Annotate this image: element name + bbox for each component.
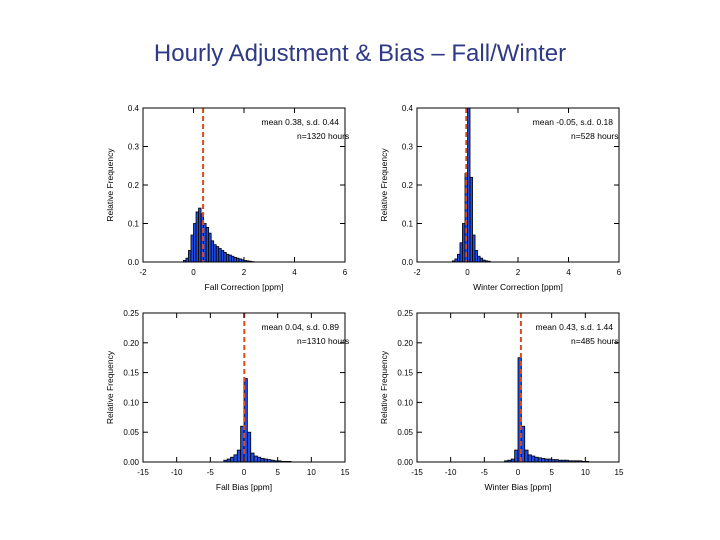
- x-axis-label: Winter Bias [ppm]: [484, 482, 551, 492]
- stats-annotation: mean -0.05, s.d. 0.18: [533, 117, 614, 127]
- chart-fall-correction: -2 0 2 4 6 0.0 0.1 0.2 0.3 0.4 Fall Correction [pp…: [105, 104, 349, 292]
- y-tick-label: 0.15: [123, 369, 139, 378]
- x-axis-label: Fall Correction [ppm]: [205, 282, 284, 292]
- y-tick-label: 0.1: [402, 220, 414, 229]
- y-tick-label: 0.4: [402, 104, 414, 113]
- y-tick-label: 0.10: [123, 398, 139, 407]
- x-tick-label: -5: [481, 468, 489, 477]
- y-tick-label: 0.2: [402, 181, 414, 190]
- x-tick-label: -10: [171, 468, 183, 477]
- y-tick-label: 0.15: [397, 369, 413, 378]
- x-tick-label: 0: [191, 268, 196, 277]
- x-tick-label: 2: [516, 268, 521, 277]
- y-tick-label: 0.0: [402, 258, 414, 267]
- hours-annotation: n=1310 hours: [297, 336, 349, 346]
- y-tick-label: 0.05: [397, 428, 413, 437]
- x-tick-label: 4: [292, 268, 297, 277]
- x-tick-label: -5: [207, 468, 215, 477]
- histogram-bar: [514, 449, 519, 463]
- x-tick-label: 4: [566, 268, 571, 277]
- hours-annotation: n=1320 hours: [297, 131, 349, 141]
- histogram-bar: [260, 458, 265, 463]
- hours-annotation: n=485 hours: [571, 336, 619, 346]
- y-tick-label: 0.3: [402, 143, 414, 152]
- histogram-bar: [230, 456, 235, 463]
- chart-fall-bias: -15 -10 -5 0 5 10 15 0.00 0.05 0.10 0.15 0.20 0.25 Fa…: [105, 309, 350, 492]
- x-tick-label: -2: [139, 268, 147, 277]
- y-tick-label: 0.2: [128, 181, 140, 190]
- y-tick-label: 0.25: [397, 309, 413, 318]
- histogram-bar: [236, 449, 242, 463]
- stats-annotation: mean 0.43, s.d. 1.44: [536, 322, 614, 332]
- page-title: Hourly Adjustment & Bias – Fall/Winter: [153, 40, 567, 67]
- x-tick-label: -15: [411, 468, 423, 477]
- x-tick-label: 0: [516, 468, 521, 477]
- histogram-bar: [246, 431, 252, 463]
- y-tick-label: 0.3: [128, 143, 140, 152]
- y-tick-label: 0.25: [123, 309, 139, 318]
- y-tick-label: 0.00: [123, 458, 139, 467]
- x-axis-label: Winter Correction [ppm]: [473, 282, 563, 292]
- y-tick-label: 0.4: [128, 104, 140, 113]
- x-axis-label: Fall Bias [ppm]: [216, 482, 272, 492]
- chart-winter-correction: -2 0 2 4 6 0.0 0.1 0.2 0.3 0.4 Winter Correction […: [379, 104, 622, 292]
- y-tick-label: 0.1: [128, 220, 140, 229]
- x-tick-label: -2: [413, 268, 421, 277]
- x-tick-label: 15: [615, 468, 624, 477]
- y-tick-label: 0.20: [123, 339, 139, 348]
- y-tick-label: 0.10: [397, 398, 413, 407]
- x-tick-label: 2: [242, 268, 247, 277]
- y-tick-label: 0.20: [397, 339, 413, 348]
- stats-annotation: mean 0.38, s.d. 0.44: [262, 117, 340, 127]
- histogram-bar: [250, 452, 255, 463]
- histogram-bar: [233, 454, 238, 463]
- x-tick-label: 10: [307, 468, 316, 477]
- y-tick-label: 0.0: [128, 258, 140, 267]
- histogram-bar: [257, 456, 262, 463]
- histogram-bar: [253, 455, 258, 463]
- histogram-bar: [531, 455, 536, 463]
- histogram-bar: [541, 458, 546, 463]
- hours-annotation: n=528 hours: [571, 131, 619, 141]
- x-tick-label: -10: [445, 468, 457, 477]
- histogram-bar: [534, 456, 539, 463]
- y-axis-label: Relative Frequency: [105, 350, 115, 424]
- y-tick-label: 0.00: [397, 458, 413, 467]
- x-tick-label: 15: [341, 468, 350, 477]
- x-tick-label: 5: [549, 468, 554, 477]
- x-tick-label: 6: [617, 268, 622, 277]
- x-tick-label: 10: [581, 468, 590, 477]
- y-axis-label: Relative Frequency: [379, 148, 389, 222]
- y-axis-label: Relative Frequency: [105, 148, 115, 222]
- x-tick-label: 0: [465, 268, 470, 277]
- y-axis-label: Relative Frequency: [379, 350, 389, 424]
- x-tick-label: 0: [242, 468, 247, 477]
- x-tick-label: 5: [275, 468, 280, 477]
- x-tick-label: 6: [343, 268, 348, 277]
- histogram-bar: [537, 457, 542, 463]
- histogram-bar: [524, 449, 529, 463]
- stats-annotation: mean 0.04, s.d. 0.89: [262, 322, 340, 332]
- histogram-bar: [527, 454, 532, 463]
- chart-winter-bias: -15 -10 -5 0 5 10 15 0.00 0.05 0.10 0.15 0.20 0.25 Wi…: [379, 309, 624, 492]
- x-tick-label: -15: [137, 468, 149, 477]
- y-tick-label: 0.05: [123, 428, 139, 437]
